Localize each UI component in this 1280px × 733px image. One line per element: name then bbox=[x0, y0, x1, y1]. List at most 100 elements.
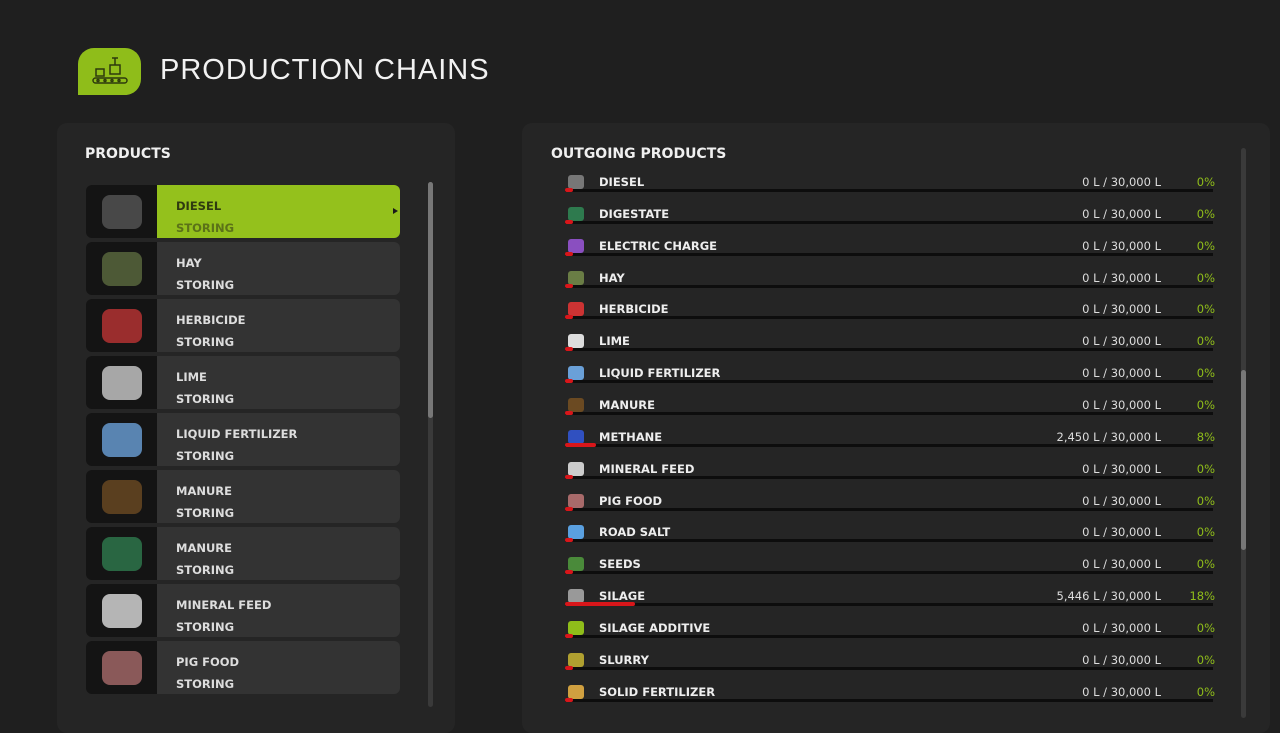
fill-level-bar bbox=[565, 538, 1213, 543]
product-amount: 0 L / 30,000 L bbox=[1082, 525, 1161, 540]
product-item[interactable]: PIG FOOD STORING bbox=[86, 641, 400, 694]
fill-level-bar bbox=[565, 379, 1213, 384]
product-item[interactable]: LIME STORING bbox=[86, 356, 400, 409]
products-heading: PRODUCTS bbox=[85, 146, 171, 162]
product-icon bbox=[568, 589, 584, 604]
products-panel: PRODUCTS DIESEL STORING HAY STORING HERBIC… bbox=[57, 123, 455, 733]
product-icon bbox=[568, 652, 584, 667]
product-name: METHANE bbox=[599, 429, 663, 444]
product-icon-wrap bbox=[86, 527, 157, 580]
fill-level-bar bbox=[565, 506, 1213, 511]
product-name: HAY bbox=[599, 270, 625, 285]
product-item[interactable]: HAY STORING bbox=[86, 242, 400, 295]
products-scrollbar-thumb[interactable] bbox=[428, 182, 433, 418]
product-text: PIG FOOD STORING bbox=[157, 641, 400, 694]
product-item[interactable]: MINERAL FEED STORING bbox=[86, 584, 400, 637]
fertilizer-canister-icon bbox=[101, 422, 142, 457]
selected-arrow-icon bbox=[393, 208, 398, 214]
product-amount: 0 L / 30,000 L bbox=[1082, 620, 1161, 635]
page-title: PRODUCTION CHAINS bbox=[160, 54, 490, 86]
fuel-pump-icon bbox=[101, 194, 142, 229]
product-item[interactable]: LIQUID FERTILIZER STORING bbox=[86, 413, 400, 466]
product-status: STORING bbox=[176, 335, 235, 349]
product-name: LIQUID FERTILIZER bbox=[599, 366, 721, 381]
fill-level-bar-fill bbox=[565, 379, 573, 384]
outgoing-product-row: LIQUID FERTILIZER 0 L / 30,000 L 0% bbox=[565, 366, 1215, 396]
product-name: DIESEL bbox=[176, 199, 222, 213]
product-item[interactable]: HERBICIDE STORING bbox=[86, 299, 400, 352]
product-name: HAY bbox=[176, 256, 202, 270]
outgoing-product-row: LIME 0 L / 30,000 L 0% bbox=[565, 334, 1215, 364]
product-name: DIGESTATE bbox=[599, 206, 670, 221]
product-icon bbox=[568, 238, 584, 253]
fill-level-bar-fill bbox=[565, 219, 573, 224]
product-name: SEEDS bbox=[599, 557, 641, 572]
outgoing-product-row: DIGESTATE 0 L / 30,000 L 0% bbox=[565, 206, 1215, 237]
outgoing-product-row: ROAD SALT 0 L / 30,000 L 0% bbox=[565, 525, 1215, 555]
product-name: MANURE bbox=[176, 484, 233, 498]
fill-level-bar bbox=[565, 665, 1213, 670]
fill-level-bar bbox=[565, 570, 1213, 575]
fill-level-bar-fill bbox=[565, 538, 573, 543]
fill-level-bar bbox=[565, 188, 1213, 192]
product-icon-wrap bbox=[86, 299, 157, 352]
product-item[interactable]: MANURE STORING bbox=[86, 470, 400, 523]
fill-level-bar bbox=[565, 602, 1213, 607]
fill-level-bar bbox=[565, 633, 1213, 638]
outgoing-product-row: MANURE 0 L / 30,000 L 0% bbox=[565, 397, 1215, 428]
manure-heap-icon bbox=[101, 536, 142, 571]
product-percent: 0% bbox=[1196, 175, 1215, 189]
product-icon bbox=[568, 175, 584, 189]
fill-level-bar-fill bbox=[565, 188, 573, 192]
fill-level-bar-fill bbox=[565, 442, 597, 447]
production-conveyor-icon bbox=[91, 56, 128, 84]
product-name: ROAD SALT bbox=[599, 525, 671, 540]
product-text: LIME STORING bbox=[157, 356, 400, 409]
mineral-feed-bag-icon bbox=[101, 593, 142, 628]
fill-level-bar bbox=[565, 251, 1213, 256]
product-icon bbox=[568, 684, 584, 699]
fill-level-bar bbox=[565, 410, 1213, 415]
fill-level-bar bbox=[565, 219, 1213, 224]
product-name: DIESEL bbox=[599, 175, 645, 189]
pig-food-bag-icon bbox=[101, 650, 142, 685]
product-amount: 0 L / 30,000 L bbox=[1082, 206, 1161, 221]
product-amount: 0 L / 30,000 L bbox=[1082, 684, 1161, 699]
product-icon bbox=[568, 270, 584, 285]
product-text: MANURE STORING bbox=[157, 527, 400, 580]
product-percent: 0% bbox=[1196, 652, 1215, 667]
product-percent: 0% bbox=[1196, 238, 1215, 253]
product-percent: 18% bbox=[1189, 589, 1215, 604]
product-icon-wrap bbox=[86, 641, 157, 694]
product-name: PIG FOOD bbox=[599, 493, 663, 508]
manure-icon bbox=[101, 479, 142, 514]
product-status: STORING bbox=[176, 563, 235, 577]
product-item[interactable]: MANURE STORING bbox=[86, 527, 400, 580]
product-icon bbox=[568, 525, 584, 540]
product-amount: 2,450 L / 30,000 L bbox=[1056, 429, 1161, 444]
product-percent: 0% bbox=[1196, 366, 1215, 381]
outgoing-scrollbar-thumb[interactable] bbox=[1241, 370, 1246, 550]
product-name: HERBICIDE bbox=[176, 313, 246, 327]
fill-level-bar-fill bbox=[565, 251, 573, 256]
product-percent: 8% bbox=[1196, 429, 1215, 444]
product-amount: 5,446 L / 30,000 L bbox=[1056, 589, 1161, 604]
product-icon bbox=[568, 493, 584, 508]
product-percent: 0% bbox=[1196, 270, 1215, 285]
product-status: STORING bbox=[176, 506, 235, 520]
product-status: STORING bbox=[176, 449, 235, 463]
product-percent: 0% bbox=[1196, 525, 1215, 540]
products-scrollbar[interactable] bbox=[428, 182, 433, 707]
outgoing-products-heading: OUTGOING PRODUCTS bbox=[551, 146, 727, 162]
product-icon-wrap bbox=[86, 356, 157, 409]
product-percent: 0% bbox=[1196, 557, 1215, 572]
fill-level-bar bbox=[565, 697, 1213, 702]
product-amount: 0 L / 30,000 L bbox=[1082, 557, 1161, 572]
outgoing-product-row: METHANE 2,450 L / 30,000 L 8% bbox=[565, 429, 1215, 460]
product-icon bbox=[568, 429, 584, 444]
product-name: LIQUID FERTILIZER bbox=[176, 427, 298, 441]
outgoing-product-row: SOLID FERTILIZER 0 L / 30,000 L 0% bbox=[565, 684, 1215, 715]
product-icon-wrap bbox=[86, 470, 157, 523]
fill-level-bar-fill bbox=[565, 665, 573, 670]
product-item[interactable]: DIESEL STORING bbox=[86, 185, 400, 238]
